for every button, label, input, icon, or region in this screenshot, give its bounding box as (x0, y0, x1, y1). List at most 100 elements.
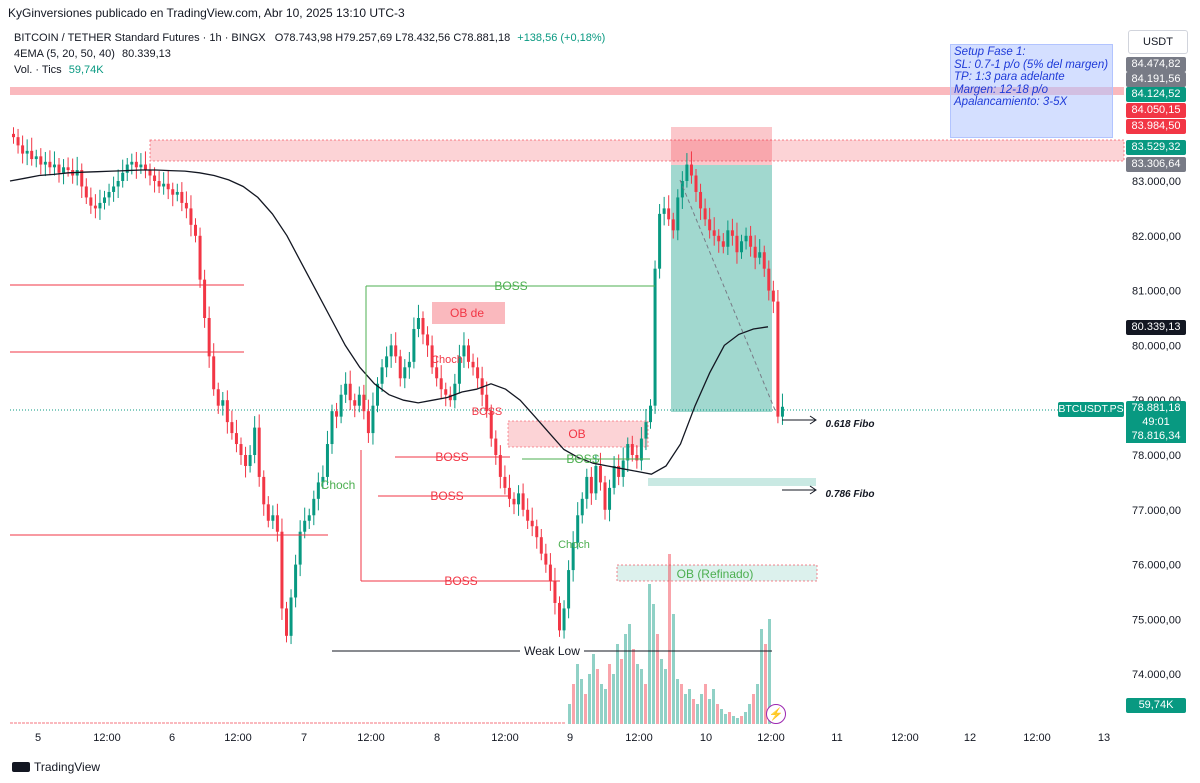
volume-bar (102, 722, 105, 724)
candle-body (380, 367, 384, 384)
symbol-badge: BTCUSDT.PS (1058, 402, 1124, 417)
volume-bar (254, 722, 257, 724)
lightning-icon[interactable]: ⚡ (766, 704, 786, 724)
volume-bar (558, 722, 561, 724)
candle-body (439, 378, 443, 390)
candle-body (294, 564, 298, 598)
candle-body (353, 400, 357, 406)
candles (12, 127, 784, 645)
x-tick-label: 6 (169, 732, 175, 744)
volume-bar (430, 722, 433, 724)
x-tick-label: 12:00 (93, 732, 121, 744)
volume-bar (262, 722, 265, 724)
candle-body (612, 465, 616, 488)
volume-bar (106, 722, 109, 724)
candle-body (444, 389, 448, 395)
candle-body (107, 191, 111, 198)
x-tick-label: 12:00 (491, 732, 519, 744)
volume-bar (178, 722, 181, 724)
ema-path (9, 169, 769, 475)
ob-label: OB (568, 427, 585, 441)
volume-bar (752, 694, 755, 724)
y-tick-label: 78.000,00 (1132, 450, 1181, 462)
currency-selector[interactable]: USDT (1128, 30, 1188, 54)
volume-bar (636, 664, 639, 724)
candle-body (608, 487, 612, 510)
candle-body (535, 526, 539, 538)
candle-body (626, 444, 630, 461)
volume-bar (616, 644, 619, 724)
volume-bar (474, 722, 477, 724)
volume-bar (490, 722, 493, 724)
volume-bar (486, 722, 489, 724)
candle-body (644, 422, 648, 439)
volume-bar (462, 722, 465, 724)
candle-body (726, 230, 730, 247)
fibo-786-label: 0.786 Fibo (826, 489, 875, 500)
price-tag: 84.050,15 (1126, 103, 1186, 118)
candle-body (362, 394, 366, 412)
volume-bar (190, 722, 193, 724)
volume-bar (378, 722, 381, 724)
candle-body (662, 208, 666, 214)
volume-bar (498, 722, 501, 724)
volume-bar (174, 722, 177, 724)
volume-bar (370, 722, 373, 724)
candle-body (230, 422, 234, 434)
legend-symbol[interactable]: BITCOIN / TETHER Standard Futures · 1h ·… (14, 32, 266, 44)
legend-ohlc: O78.743,98 H79.257,69 L78.432,56 C78.881… (274, 32, 511, 44)
volume-bar (526, 722, 529, 724)
x-tick-label: 12:00 (1023, 732, 1051, 744)
x-tick-label: 12:00 (224, 732, 252, 744)
candle-body (639, 438, 643, 461)
candle-body (62, 167, 66, 173)
candle-body (16, 137, 20, 146)
legend-ema-row: 4EMA (5, 20, 50, 40) 80.339,13 (14, 46, 605, 62)
footer-brand[interactable]: TradingView (34, 760, 101, 774)
volume-bar (58, 722, 61, 724)
volume-bar (568, 704, 571, 724)
candle-body (699, 191, 703, 209)
candle-body (435, 367, 439, 379)
sl-zone (10, 87, 1124, 95)
volume-bar (604, 689, 607, 724)
candle-body (494, 438, 498, 455)
y-tick-label: 75.000,00 (1132, 614, 1181, 626)
volume-bar (342, 722, 345, 724)
candle-body (762, 252, 766, 269)
footer: TradingView (12, 760, 100, 774)
candle-body (21, 145, 25, 154)
legend-ema-label[interactable]: 4EMA (5, 20, 50, 40) (14, 48, 115, 60)
volume-bar (438, 722, 441, 724)
choch-label-red: Choch (431, 354, 463, 366)
candle-body (426, 334, 430, 346)
candle-body (103, 197, 106, 203)
volume-bar (454, 722, 457, 724)
volume-bar (592, 654, 595, 724)
volume-bar (82, 722, 85, 724)
price-chart[interactable]: BOSS BOSS BOSS BOSS BOSS BOSS Choch Choch Choch O… (0, 26, 1200, 756)
tradingview-logo-icon (12, 762, 30, 772)
candle-body (166, 183, 170, 190)
candle-body (389, 345, 393, 357)
candle-body (430, 345, 434, 368)
candle-body (134, 161, 138, 168)
volume-bar (230, 722, 233, 724)
candle-body (580, 498, 584, 516)
candle-body (708, 219, 712, 231)
candle-body (553, 581, 557, 603)
volume-bar (608, 664, 611, 724)
candle-body (658, 213, 662, 269)
volume-bar (676, 679, 679, 724)
candle-body (758, 252, 762, 258)
legend-vol-label[interactable]: Vol. · Tics (14, 64, 62, 76)
setup-line-2: TP: 1:3 para adelante (954, 71, 1065, 83)
volume-bar (660, 659, 663, 724)
volume-bar (346, 722, 349, 724)
candle-body (321, 476, 325, 483)
volume-bar (600, 684, 603, 724)
legend-change: +138,56 (+0,18%) (517, 32, 606, 44)
volume-bar (450, 722, 453, 724)
volume-bar (242, 722, 245, 724)
candle-body (498, 455, 502, 477)
